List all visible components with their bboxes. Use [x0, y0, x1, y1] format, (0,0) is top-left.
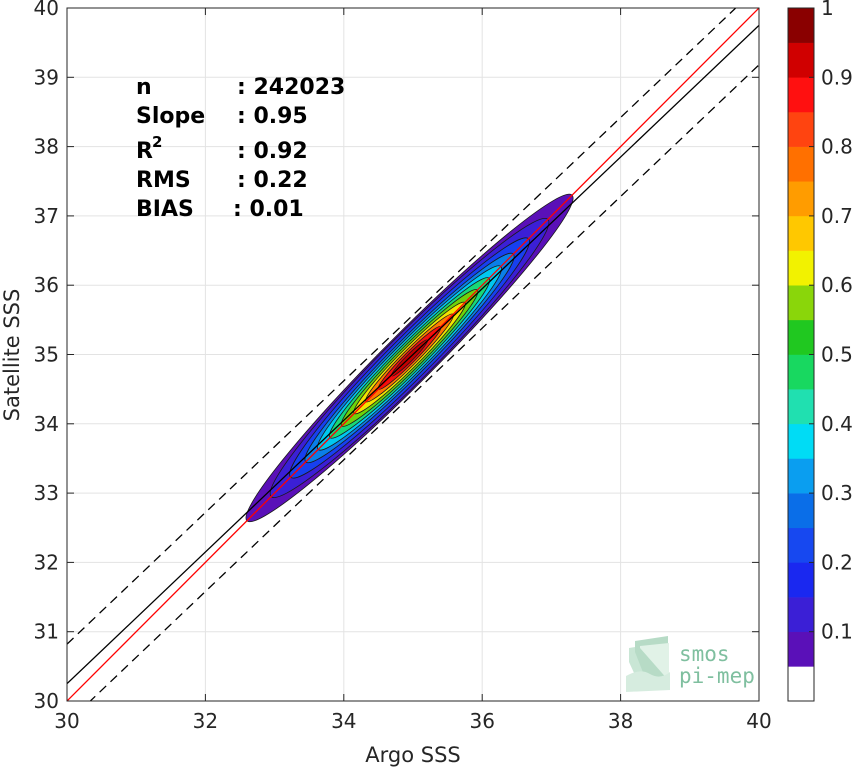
colorbar-tick-label: 0.6	[821, 273, 853, 297]
colorbar-tick-label: 0.7	[821, 204, 853, 228]
colorbar-bin-0	[788, 666, 814, 702]
colorbar-bin-3	[788, 562, 814, 598]
y-tick-label: 32	[34, 550, 59, 574]
x-tick-label: 30	[54, 709, 79, 733]
stat-bias-label: BIAS	[136, 197, 194, 222]
colorbar-bin-17	[788, 77, 814, 113]
stat-rms-value: : 0.22	[237, 168, 308, 193]
logo-line1: smos	[679, 642, 730, 666]
colorbar-bin-10	[788, 319, 814, 355]
colorbar-tick-label: 0.8	[821, 135, 853, 159]
colorbar-bin-2	[788, 597, 814, 632]
colorbar-bin-8	[788, 389, 814, 425]
x-tick-label: 36	[469, 709, 494, 733]
colorbar-bin-6	[788, 458, 814, 494]
x-tick-label: 32	[193, 709, 218, 733]
stat-n-label: n	[136, 75, 152, 100]
y-tick-label: 33	[34, 481, 59, 505]
colorbar-tick-label: 0.9	[821, 65, 853, 89]
regression-upper-line	[67, 8, 737, 645]
logo-line2: pi-mep	[679, 664, 755, 688]
y-tick-label: 37	[34, 204, 59, 228]
stats-box: n : 242023 Slope : 0.95 R 2 : 0.92 RMS :…	[136, 75, 345, 222]
colorbar-tick-label: 0.1	[821, 620, 853, 644]
colorbar-bin-16	[788, 111, 814, 147]
stat-r2-superscript: 2	[152, 133, 162, 151]
regression-line	[67, 24, 759, 685]
stat-slope-label: Slope	[136, 104, 205, 129]
y-tick-label: 31	[34, 620, 59, 644]
y-axis-ticks: 30 31 32 33 34 35 36 37 38 39 40	[34, 0, 759, 713]
colorbar-bin-9	[788, 354, 814, 390]
y-tick-label: 40	[34, 0, 59, 20]
colorbar-tick-label: 0.5	[821, 343, 853, 367]
stat-r2-value: : 0.92	[237, 139, 308, 164]
fit-lines	[67, 8, 759, 701]
colorbar: 0.1 0.2 0.3 0.4 0.5 0.6 0.7 0.8 0.9 1	[787, 0, 853, 702]
colorbar-tick-label: 1	[821, 0, 834, 20]
y-tick-label: 36	[34, 273, 59, 297]
stat-rms-label: RMS	[136, 168, 191, 193]
grid	[66, 7, 760, 702]
stat-n-value: : 242023	[237, 75, 345, 100]
x-axis-ticks: 30 32 34 36 38 40	[54, 8, 772, 733]
colorbar-bin-5	[788, 493, 814, 529]
y-tick-label: 39	[34, 65, 59, 89]
x-axis-title: Argo SSS	[365, 743, 460, 767]
colorbar-bin-14	[788, 181, 814, 217]
smos-pi-mep-logo: smos pi-mep	[626, 636, 755, 692]
y-axis-title: Satellite SSS	[0, 289, 24, 422]
x-tick-label: 34	[331, 709, 356, 733]
colorbar-bin-15	[788, 146, 814, 182]
y-tick-label: 35	[34, 343, 59, 367]
logo-waves-icon	[626, 636, 670, 692]
colorbar-tick-label: 0.2	[821, 550, 853, 574]
stat-r2-label: R	[136, 139, 153, 164]
stat-slope-value: : 0.95	[237, 104, 308, 129]
colorbar-bin-12	[788, 250, 814, 286]
colorbar-bin-18	[788, 42, 814, 78]
colorbar-bin-4	[788, 527, 814, 563]
colorbar-tick-label: 0.4	[821, 412, 853, 436]
stat-bias-value: : 0.01	[233, 197, 304, 222]
colorbar-bin-19	[788, 8, 814, 43]
colorbar-bin-13	[788, 215, 814, 251]
colorbar-tick-label: 0.3	[821, 481, 853, 505]
x-tick-label: 38	[608, 709, 633, 733]
y-tick-label: 38	[34, 135, 59, 159]
colorbar-bin-1	[788, 631, 814, 667]
colorbar-bin-7	[788, 423, 814, 459]
x-tick-label: 40	[746, 709, 771, 733]
y-tick-label: 34	[34, 412, 59, 436]
regression-lower-line	[89, 64, 759, 701]
colorbar-bin-11	[788, 285, 814, 321]
y-tick-label: 30	[34, 689, 59, 713]
